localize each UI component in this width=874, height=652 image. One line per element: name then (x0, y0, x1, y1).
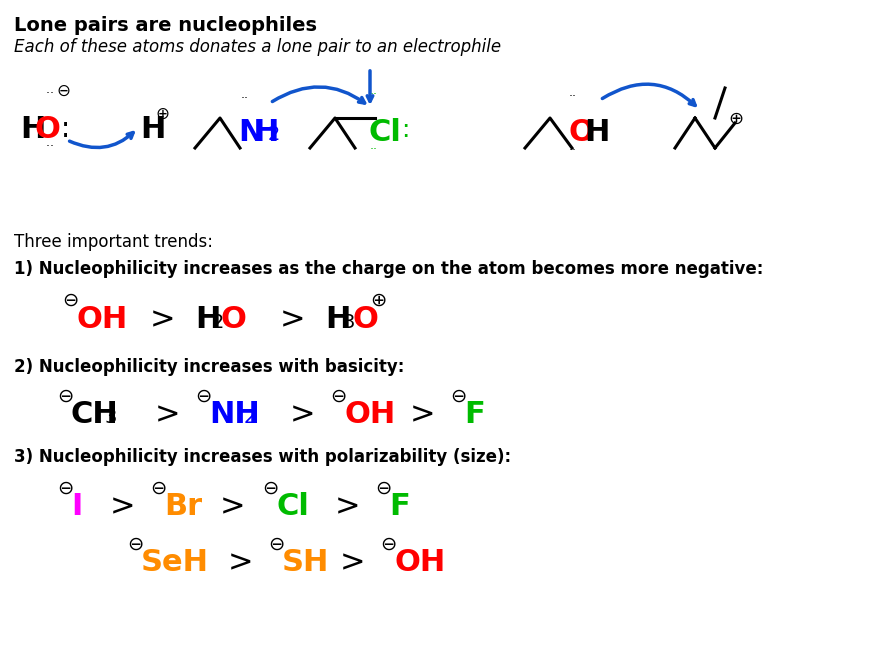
Text: ⊕: ⊕ (728, 110, 743, 128)
Text: ⊖: ⊖ (330, 387, 346, 406)
Text: ⊖: ⊖ (56, 82, 70, 100)
Text: ⊖: ⊖ (195, 387, 212, 406)
Text: 3: 3 (342, 313, 354, 332)
Text: >: > (280, 305, 306, 334)
Text: ⊖: ⊖ (62, 291, 79, 310)
Text: ⊖: ⊖ (150, 479, 166, 498)
Text: OH: OH (394, 548, 445, 577)
Text: ⊖: ⊖ (450, 387, 467, 406)
Text: H: H (584, 118, 609, 147)
Text: >: > (335, 492, 360, 521)
Text: Br: Br (164, 492, 202, 521)
Text: H: H (253, 118, 279, 147)
Text: H: H (195, 305, 220, 334)
Text: ⊖: ⊖ (375, 479, 392, 498)
Text: ⊕: ⊕ (155, 105, 169, 123)
Text: 3) Nucleophilicity increases with polarizability (size):: 3) Nucleophilicity increases with polari… (14, 448, 511, 466)
Text: 2: 2 (244, 408, 256, 427)
Text: ··: ·· (370, 143, 378, 156)
Text: OH: OH (76, 305, 128, 334)
Text: H: H (140, 115, 165, 144)
Text: >: > (220, 492, 246, 521)
Text: H: H (20, 115, 45, 144)
Text: 1) Nucleophilicity increases as the charge on the atom becomes more negative:: 1) Nucleophilicity increases as the char… (14, 260, 763, 278)
Text: 2: 2 (212, 313, 225, 332)
Text: H: H (325, 305, 350, 334)
Text: ··: ·· (569, 144, 577, 157)
Text: >: > (150, 305, 176, 334)
Text: ··: ·· (569, 90, 577, 103)
Text: Each of these atoms donates a lone pair to an electrophile: Each of these atoms donates a lone pair … (14, 38, 501, 56)
Text: Cl: Cl (276, 492, 309, 521)
Text: O: O (221, 305, 246, 334)
Text: SH: SH (282, 548, 329, 577)
Text: >: > (228, 548, 253, 577)
Text: ⊖: ⊖ (57, 479, 73, 498)
Text: ⊖: ⊖ (380, 535, 397, 554)
Text: 2) Nucleophilicity increases with basicity:: 2) Nucleophilicity increases with basici… (14, 358, 405, 376)
Text: Three important trends:: Three important trends: (14, 233, 213, 251)
Text: :: : (394, 118, 411, 142)
Text: Lone pairs are nucleophiles: Lone pairs are nucleophiles (14, 16, 317, 35)
Text: F: F (464, 400, 485, 429)
Text: ··: ·· (46, 87, 58, 100)
Text: 2: 2 (268, 125, 281, 144)
Text: ⊖: ⊖ (262, 479, 279, 498)
Text: ⊖: ⊖ (57, 387, 73, 406)
Text: ··: ·· (370, 88, 378, 101)
Text: ··: ·· (241, 92, 249, 105)
Text: Cl: Cl (368, 118, 401, 147)
Text: >: > (410, 400, 435, 429)
Text: 3: 3 (104, 408, 116, 427)
Text: ⊖: ⊖ (127, 535, 143, 554)
Text: ··: ·· (46, 140, 58, 153)
Text: >: > (340, 548, 365, 577)
Text: ⊕: ⊕ (370, 291, 386, 310)
Text: >: > (155, 400, 181, 429)
Text: O: O (352, 305, 378, 334)
Text: F: F (389, 492, 410, 521)
Text: NH: NH (209, 400, 260, 429)
Text: O: O (568, 118, 593, 147)
Text: N: N (238, 118, 263, 147)
Text: >: > (110, 492, 135, 521)
Text: ⊖: ⊖ (268, 535, 284, 554)
Text: O: O (35, 115, 61, 144)
Text: :: : (52, 115, 70, 143)
Text: I: I (71, 492, 82, 521)
Text: OH: OH (344, 400, 395, 429)
Text: CH: CH (71, 400, 119, 429)
Text: >: > (290, 400, 316, 429)
Text: SeH: SeH (141, 548, 209, 577)
